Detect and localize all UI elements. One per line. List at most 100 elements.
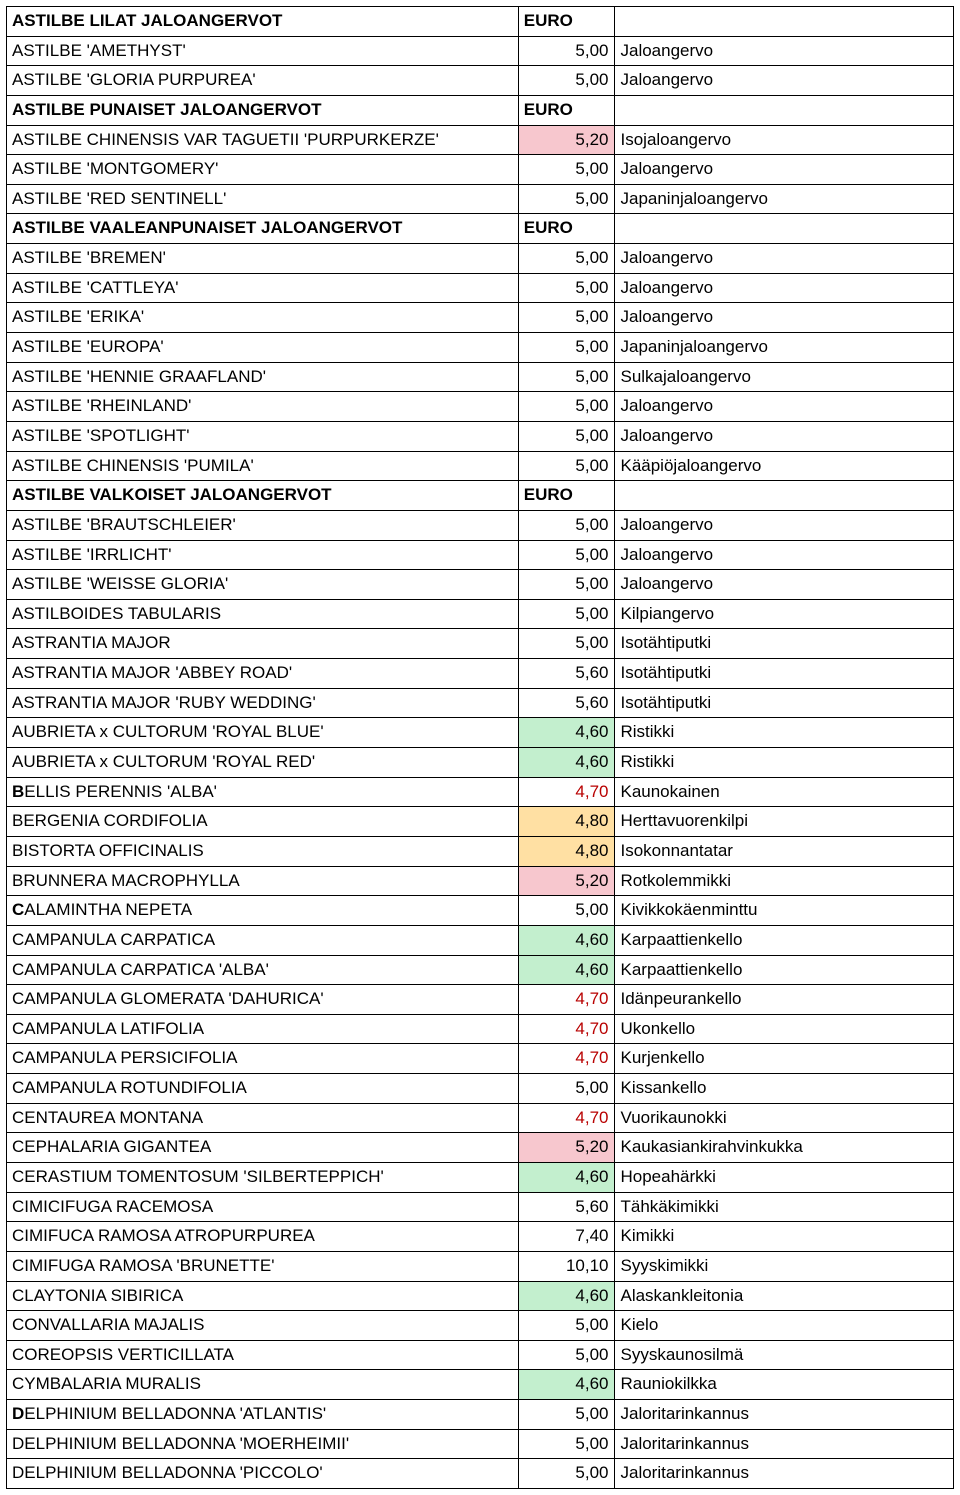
price-cell: EURO [518,214,615,244]
price-cell: 5,00 [518,333,615,363]
name-cell: ASTRANTIA MAJOR 'ABBEY ROAD' [7,659,519,689]
name-cell: CYMBALARIA MURALIS [7,1370,519,1400]
price-cell: 5,00 [518,303,615,333]
table-row: ASTILBE 'WEISSE GLORIA'5,00Jaloangervo [7,570,954,600]
desc-cell: Karpaattienkello [615,925,954,955]
table-row: CERASTIUM TOMENTOSUM 'SILBERTEPPICH'4,60… [7,1162,954,1192]
desc-cell [615,481,954,511]
desc-cell: Rotkolemmikki [615,866,954,896]
table-row: CIMICIFUGA RACEMOSA5,60Tähkäkimikki [7,1192,954,1222]
table-row: ASTILBE VALKOISET JALOANGERVOTEURO [7,481,954,511]
table-row: ASTILBE LILAT JALOANGERVOTEURO [7,7,954,37]
desc-cell: Syyskimikki [615,1251,954,1281]
price-cell: 5,00 [518,1074,615,1104]
table-row: CAMPANULA PERSICIFOLIA4,70Kurjenkello [7,1044,954,1074]
desc-cell: Vuorikaunokki [615,1103,954,1133]
name-cell: BRUNNERA MACROPHYLLA [7,866,519,896]
desc-cell: Jaloangervo [615,155,954,185]
table-row: BERGENIA CORDIFOLIA4,80Herttavuorenkilpi [7,807,954,837]
desc-cell: Jaloangervo [615,66,954,96]
name-cell: BISTORTA OFFICINALIS [7,836,519,866]
desc-cell [615,214,954,244]
name-cell: ASTILBE LILAT JALOANGERVOT [7,7,519,37]
name-cell: CAMPANULA CARPATICA 'ALBA' [7,955,519,985]
desc-cell: Idänpeurankello [615,985,954,1015]
desc-cell: Jaloangervo [615,421,954,451]
price-cell: 5,20 [518,125,615,155]
price-cell: 4,70 [518,1014,615,1044]
name-cell: COREOPSIS VERTICILLATA [7,1340,519,1370]
table-row: ASTILBE 'BRAUTSCHLEIER'5,00Jaloangervo [7,510,954,540]
price-cell: 5,00 [518,362,615,392]
desc-cell: Kielo [615,1311,954,1341]
price-cell: 5,00 [518,392,615,422]
table-row: ASTILBE 'IRRLICHT'5,00Jaloangervo [7,540,954,570]
price-cell: 4,70 [518,1103,615,1133]
table-row: CAMPANULA GLOMERATA 'DAHURICA'4,70Idänpe… [7,985,954,1015]
desc-cell: Sulkajaloangervo [615,362,954,392]
desc-cell: Ristikki [615,748,954,778]
desc-cell: Japaninjaloangervo [615,333,954,363]
name-cell: ASTILBE 'ERIKA' [7,303,519,333]
price-cell: 5,00 [518,155,615,185]
table-row: ASTILBE VAALEANPUNAISET JALOANGERVOTEURO [7,214,954,244]
price-table-page: ASTILBE LILAT JALOANGERVOTEUROASTILBE 'A… [0,0,960,1495]
desc-cell: Kaunokainen [615,777,954,807]
price-cell: 5,60 [518,659,615,689]
price-cell: 5,00 [518,599,615,629]
name-cell: ASTILBOIDES TABULARIS [7,599,519,629]
desc-cell: Jaloangervo [615,392,954,422]
price-cell: 5,20 [518,866,615,896]
price-cell: 4,60 [518,925,615,955]
desc-cell: Kääpiöjaloangervo [615,451,954,481]
name-cell: CAMPANULA GLOMERATA 'DAHURICA' [7,985,519,1015]
name-cell: CEPHALARIA GIGANTEA [7,1133,519,1163]
name-cell: ASTILBE CHINENSIS VAR TAGUETII 'PURPURKE… [7,125,519,155]
table-row: ASTILBE 'AMETHYST'5,00Jaloangervo [7,36,954,66]
price-cell: 5,00 [518,1340,615,1370]
price-cell: 5,00 [518,570,615,600]
desc-cell: Jaloangervo [615,540,954,570]
price-cell: 10,10 [518,1251,615,1281]
name-cell: CENTAUREA MONTANA [7,1103,519,1133]
table-row: ASTRANTIA MAJOR 'RUBY WEDDING'5,60Isotäh… [7,688,954,718]
price-cell: 5,00 [518,540,615,570]
price-cell: 5,20 [518,1133,615,1163]
desc-cell: Japaninjaloangervo [615,184,954,214]
price-cell: 5,00 [518,1429,615,1459]
name-cell: ASTILBE 'BREMEN' [7,244,519,274]
price-cell: 4,60 [518,718,615,748]
desc-cell: Jaloritarinkannus [615,1459,954,1489]
price-cell: 5,60 [518,1192,615,1222]
desc-cell: Jaloritarinkannus [615,1429,954,1459]
desc-cell: Kaukasiankirahvinkukka [615,1133,954,1163]
desc-cell: Hopeahärkki [615,1162,954,1192]
desc-cell: Kissankello [615,1074,954,1104]
name-cell: ASTILBE 'RED SENTINELL' [7,184,519,214]
desc-cell: Kurjenkello [615,1044,954,1074]
name-cell: CIMIFUGA RAMOSA 'BRUNETTE' [7,1251,519,1281]
table-row: CIMIFUGA RAMOSA 'BRUNETTE'10,10Syyskimik… [7,1251,954,1281]
name-cell: CAMPANULA LATIFOLIA [7,1014,519,1044]
price-cell: 4,60 [518,1281,615,1311]
price-cell: 5,00 [518,510,615,540]
name-cell: ASTILBE 'WEISSE GLORIA' [7,570,519,600]
price-cell: 5,00 [518,1459,615,1489]
price-cell: 4,60 [518,955,615,985]
desc-cell: Kivikkokäenminttu [615,896,954,926]
desc-cell: Jaloangervo [615,303,954,333]
price-cell: 4,70 [518,777,615,807]
desc-cell: Kimikki [615,1222,954,1252]
desc-cell: Isotähtiputki [615,629,954,659]
table-row: ASTRANTIA MAJOR5,00Isotähtiputki [7,629,954,659]
table-row: ASTRANTIA MAJOR 'ABBEY ROAD'5,60Isotähti… [7,659,954,689]
name-cell: BELLIS PERENNIS 'ALBA' [7,777,519,807]
table-row: ASTILBOIDES TABULARIS5,00Kilpiangervo [7,599,954,629]
desc-cell: Jaloritarinkannus [615,1400,954,1430]
price-cell: EURO [518,7,615,37]
table-row: ASTILBE 'HENNIE GRAAFLAND'5,00Sulkajaloa… [7,362,954,392]
name-cell: ASTILBE CHINENSIS 'PUMILA' [7,451,519,481]
name-cell: ASTILBE 'RHEINLAND' [7,392,519,422]
name-cell: BERGENIA CORDIFOLIA [7,807,519,837]
desc-cell: Tähkäkimikki [615,1192,954,1222]
